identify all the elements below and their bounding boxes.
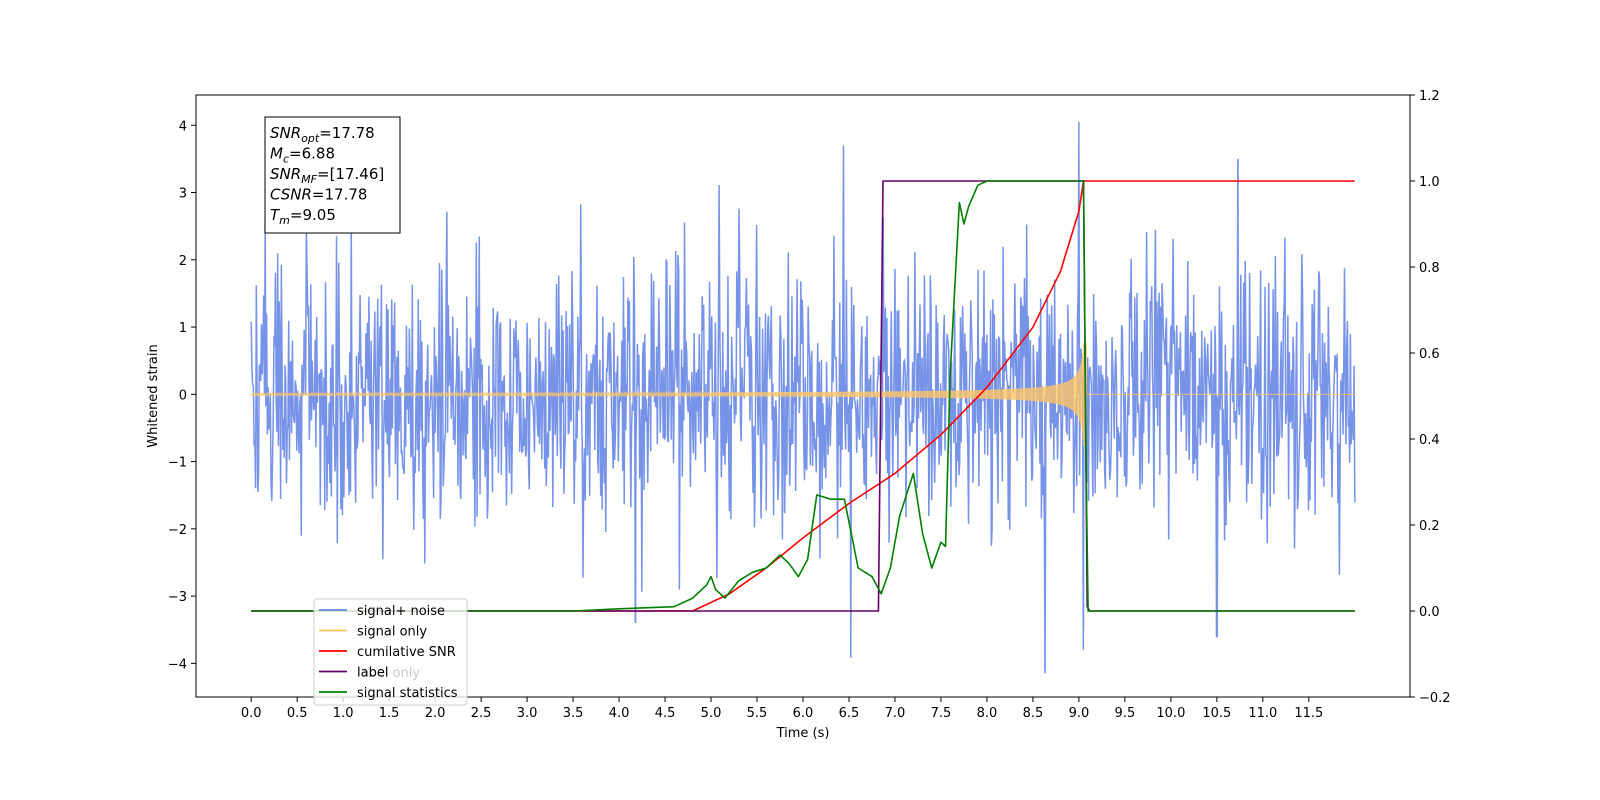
y-tick-label-left: −3 (168, 590, 187, 605)
y-axis-right: −0.2 0.0 0.2 0.4 0.6 0.8 1.0 1.2 (1410, 89, 1451, 706)
x-tick-label: 4.5 (655, 706, 676, 721)
series-signal-statistics (251, 180, 1355, 612)
annotation-frame (264, 116, 401, 234)
legend-label: signal only (357, 625, 427, 640)
x-tick-label: 6.0 (793, 706, 814, 721)
y-tick-label-left: 0 (179, 388, 187, 403)
annotation-line: SNRopt=17.78 (270, 124, 375, 145)
annotation-line: Tm=9.05 (270, 206, 336, 227)
y-tick-label-left: 2 (179, 254, 187, 269)
x-tick-label: 7.0 (885, 706, 906, 721)
x-tick-label: 0.0 (241, 706, 262, 721)
legend-label: signal statistics (357, 686, 458, 701)
x-tick-label: 10.0 (1156, 706, 1185, 721)
y-tick-label-right: 1.2 (1419, 89, 1440, 104)
series-cumulative-snr (251, 180, 1355, 612)
x-tick-label: 2.5 (471, 706, 492, 721)
x-tick-label: 3.0 (517, 706, 538, 721)
legend-label: label (357, 666, 388, 681)
legend-label: signal+ noise (357, 604, 445, 619)
y-tick-label-right: 0.6 (1419, 347, 1440, 362)
y-tick-label-right: 0.8 (1419, 261, 1440, 276)
x-tick-label: 5.0 (701, 706, 722, 721)
x-tick-label: 9.5 (1115, 706, 1136, 721)
plot-area (250, 121, 1356, 674)
y-tick-label-left: −2 (168, 523, 187, 538)
y-tick-label-left: 1 (179, 321, 187, 336)
x-tick-label: 11.5 (1294, 706, 1323, 721)
x-tick-label: 1.5 (379, 706, 400, 721)
y-tick-label-right: 0.4 (1419, 433, 1440, 448)
x-tick-label: 4.0 (609, 706, 630, 721)
x-tick-label: 3.5 (563, 706, 584, 721)
y-tick-label-right: 1.0 (1419, 175, 1440, 190)
x-axis: 0.0 0.5 1.0 1.5 2.0 2.5 3.0 3.5 4.0 4.5 5.0 5.5 6.0 6… (241, 697, 1323, 721)
y-tick-label-right: 0.0 (1419, 605, 1440, 620)
y-tick-label-left: −4 (168, 657, 187, 672)
x-tick-label: 1.0 (333, 706, 354, 721)
legend: label only signal+ noise signal only cumila… (313, 598, 468, 706)
y-tick-label-left: 3 (179, 187, 187, 202)
y-tick-label-right: −0.2 (1419, 691, 1451, 706)
x-tick-label: 8.0 (977, 706, 998, 721)
x-tick-label: 6.5 (839, 706, 860, 721)
x-axis-label: Time (s) (776, 726, 830, 741)
annotation-line: SNRMF=[17.46] (270, 165, 384, 186)
y-tick-label-left: 4 (179, 119, 187, 134)
x-tick-label: 10.5 (1202, 706, 1231, 721)
series-signal-only (250, 342, 1355, 446)
x-tick-label: 2.0 (425, 706, 446, 721)
y-axis-left: −4 −3 −2 −1 0 1 2 3 4 (168, 119, 196, 672)
x-tick-label: 0.5 (287, 706, 308, 721)
x-tick-label: 8.5 (1023, 706, 1044, 721)
annotation-box: SNRopt=17.78Mc=6.88SNRMF=[17.46]CSNR=17.… (264, 116, 401, 234)
y-axis-label-left: Whitened strain (146, 344, 161, 447)
annotation-line: Mc=6.88 (270, 145, 335, 166)
x-tick-label: 9.0 (1069, 706, 1090, 721)
annotation-line: CSNR=17.78 (270, 186, 367, 204)
legend-label: cumilative SNR (357, 645, 456, 660)
y-tick-label-left: −1 (168, 456, 187, 471)
x-tick-label: 5.5 (747, 706, 768, 721)
y-tick-label-right: 0.2 (1419, 519, 1440, 534)
legend-hidden-entry: label only (357, 666, 420, 681)
series-signal-noise (250, 121, 1356, 674)
x-tick-label: 11.0 (1248, 706, 1277, 721)
legend-frame (313, 598, 468, 706)
x-tick-label: 7.5 (931, 706, 952, 721)
